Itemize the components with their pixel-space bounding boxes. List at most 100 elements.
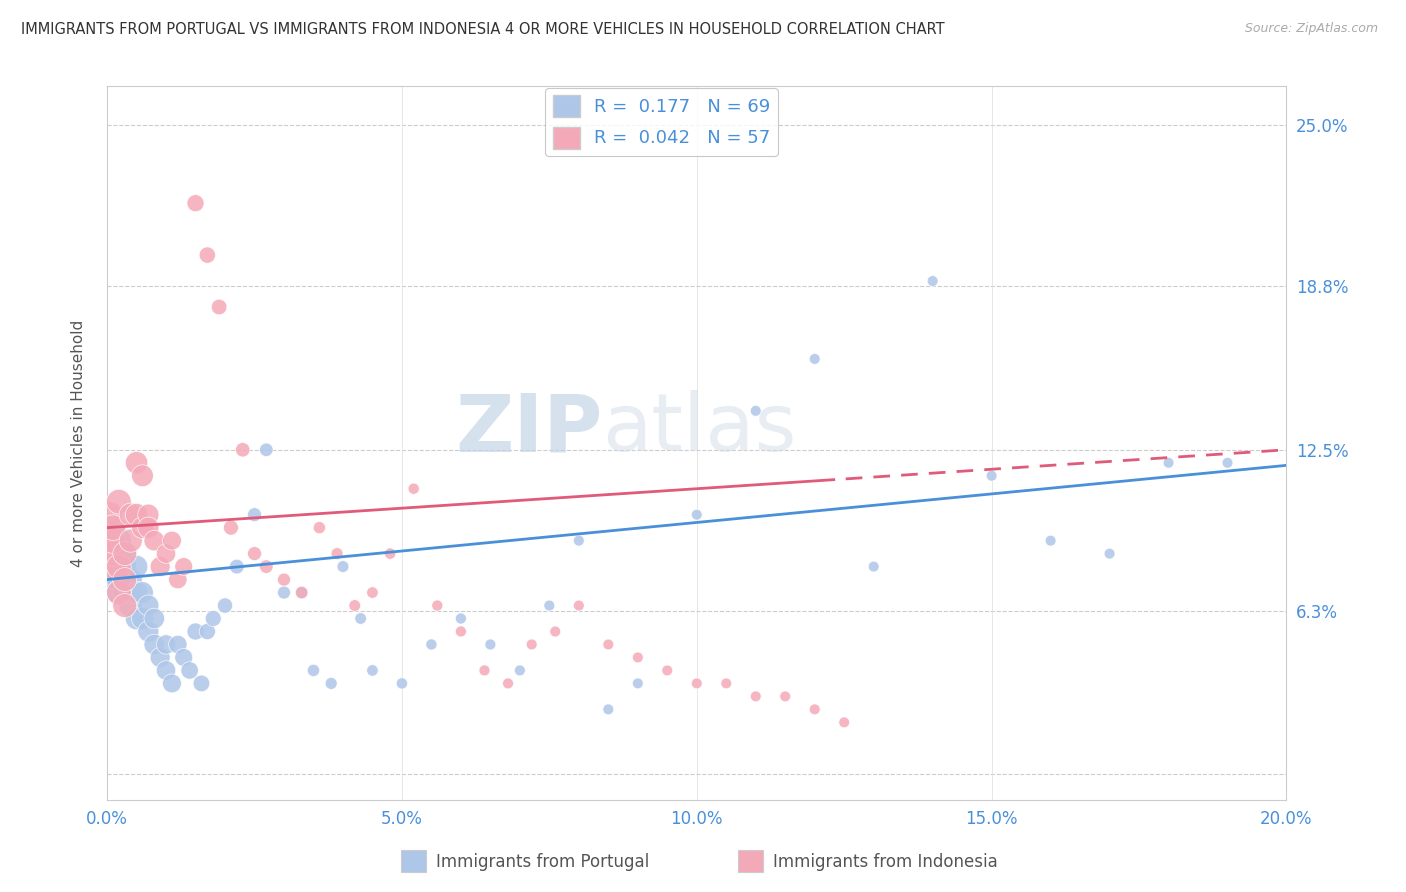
Point (120, 573, 142, 587)
Point (98, 508, 121, 522)
Point (273, 573, 295, 587)
Point (143, 637, 166, 651)
Point (184, 196, 207, 211)
Point (195, 248, 218, 262)
Point (243, 547, 266, 561)
Legend: R =  0.177   N = 69, R =  0.042   N = 57: R = 0.177 N = 69, R = 0.042 N = 57 (546, 88, 778, 156)
Point (450, 624, 472, 639)
Point (108, 559, 131, 574)
Point (686, 508, 709, 522)
Point (254, 559, 277, 574)
Point (179, 664, 201, 678)
Text: ZIP: ZIP (456, 390, 602, 468)
Point (108, 585, 131, 599)
Point (114, 547, 136, 561)
Point (101, 533, 124, 548)
Point (391, 676, 413, 690)
Point (803, 702, 825, 716)
Point (101, 547, 124, 561)
Point (155, 664, 177, 678)
Point (98, 533, 121, 548)
Point (538, 599, 561, 613)
Point (627, 650, 650, 665)
Point (114, 573, 136, 587)
Point (125, 456, 148, 470)
Point (243, 508, 266, 522)
Point (160, 676, 183, 690)
Point (173, 559, 195, 574)
Point (1039, 533, 1062, 548)
Point (350, 611, 373, 625)
Point (125, 585, 148, 599)
Text: Immigrants from Indonesia: Immigrants from Indonesia (773, 853, 998, 871)
Point (509, 664, 531, 678)
Text: Immigrants from Portugal: Immigrants from Portugal (436, 853, 650, 871)
Point (98, 533, 121, 548)
Point (108, 585, 131, 599)
Point (125, 508, 148, 522)
Point (155, 637, 177, 651)
Point (232, 442, 254, 457)
Point (568, 533, 591, 548)
Point (1157, 456, 1180, 470)
Point (114, 585, 136, 599)
Point (657, 664, 679, 678)
Point (1098, 547, 1121, 561)
Point (138, 508, 160, 522)
Point (544, 624, 567, 639)
Point (332, 559, 354, 574)
Point (291, 585, 314, 599)
Point (101, 547, 124, 561)
Point (190, 676, 212, 690)
Point (114, 599, 136, 613)
Point (598, 637, 620, 651)
Point (160, 533, 183, 548)
Point (125, 611, 148, 625)
Point (219, 521, 242, 535)
Point (138, 521, 160, 535)
Point (143, 611, 166, 625)
Point (149, 650, 172, 665)
Point (420, 637, 443, 651)
Point (568, 599, 591, 613)
Point (402, 482, 425, 496)
Point (343, 599, 366, 613)
Point (120, 533, 142, 548)
Point (114, 547, 136, 561)
Point (101, 547, 124, 561)
Point (686, 676, 709, 690)
Point (101, 559, 124, 574)
Point (520, 637, 543, 651)
Point (832, 715, 855, 730)
Point (598, 702, 620, 716)
Point (627, 676, 650, 690)
Point (202, 611, 225, 625)
Point (208, 300, 231, 314)
Point (496, 676, 519, 690)
Point (273, 585, 295, 599)
Point (114, 573, 136, 587)
Point (214, 599, 236, 613)
Point (108, 533, 131, 548)
Point (479, 637, 502, 651)
Point (101, 521, 124, 535)
Point (326, 547, 349, 561)
Point (131, 585, 153, 599)
Point (98, 559, 121, 574)
Point (120, 585, 142, 599)
Point (254, 442, 277, 457)
Point (321, 676, 343, 690)
Point (138, 599, 160, 613)
Point (474, 664, 496, 678)
Text: atlas: atlas (602, 390, 797, 468)
Point (101, 521, 124, 535)
Point (745, 404, 768, 418)
Y-axis label: 4 or more Vehicles in Household: 4 or more Vehicles in Household (72, 319, 86, 567)
Point (1216, 456, 1239, 470)
Point (149, 559, 172, 574)
Point (131, 468, 153, 483)
Point (291, 585, 314, 599)
Point (361, 585, 384, 599)
Point (195, 624, 218, 639)
Point (803, 351, 825, 366)
